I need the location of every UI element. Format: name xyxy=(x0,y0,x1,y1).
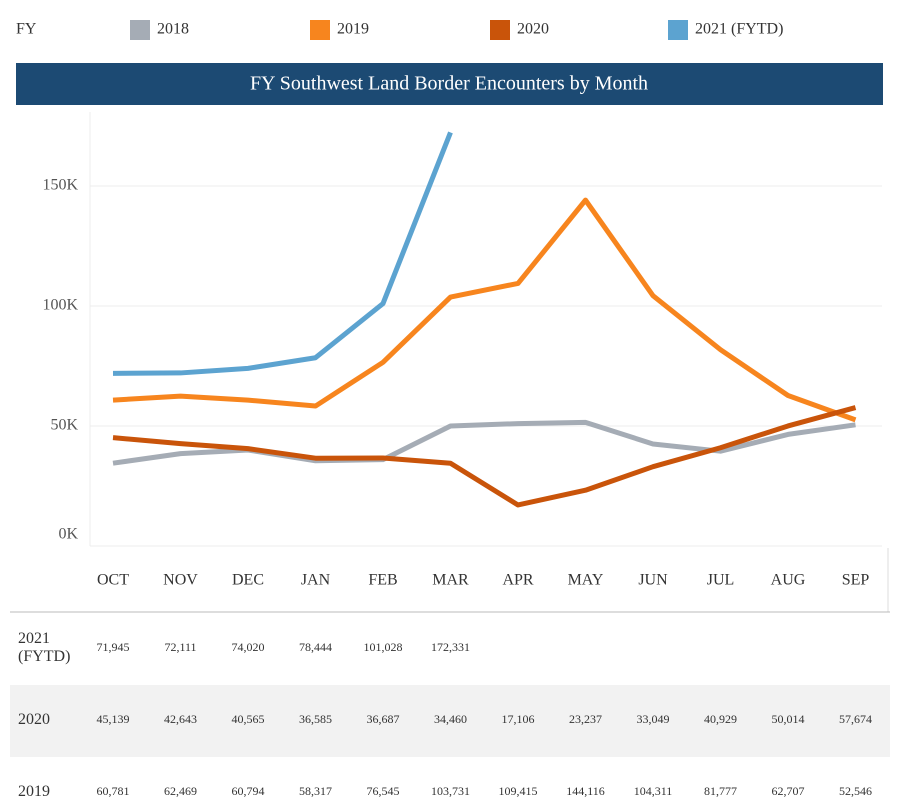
legend-swatch xyxy=(668,20,688,40)
y-tick-label: 150K xyxy=(42,177,78,194)
table-cell: 101,028 xyxy=(364,640,403,654)
legend-swatch xyxy=(490,20,510,40)
legend-label: 2021 (FYTD) xyxy=(695,21,783,38)
table-cell: 42,643 xyxy=(164,712,197,726)
x-tick-label: FEB xyxy=(368,572,397,589)
row-label-box: 2021 (FYTD) xyxy=(18,630,71,665)
x-tick-label: AUG xyxy=(771,572,806,589)
table-cell: 109,415 xyxy=(499,784,538,798)
table-cell: 78,444 xyxy=(299,640,332,654)
x-tick-label: MAR xyxy=(432,572,469,589)
x-tick-label: JAN xyxy=(301,572,331,589)
legend-label: 2020 xyxy=(517,21,549,38)
table-cell: 74,020 xyxy=(232,640,265,654)
chart-title: FY Southwest Land Border Encounters by M… xyxy=(250,73,648,95)
row-label: 2019 xyxy=(18,783,50,800)
table-cell: 104,311 xyxy=(634,784,673,798)
x-tick-label: SEP xyxy=(842,572,870,589)
table-cell: 62,707 xyxy=(772,784,805,798)
table-cell: 45,139 xyxy=(97,712,130,726)
row-band xyxy=(10,685,890,757)
legend-title: FY xyxy=(16,21,37,38)
row-label-box: 2019 xyxy=(18,783,50,800)
table-cell: 60,781 xyxy=(97,784,130,798)
table-cell: 36,585 xyxy=(299,712,332,726)
y-tick-label: 50K xyxy=(50,417,78,434)
title-banner xyxy=(16,63,883,105)
table-cell: 62,469 xyxy=(164,784,197,798)
x-tick-label: DEC xyxy=(232,572,264,589)
y-tick-label: 0K xyxy=(58,526,78,543)
table-cell: 57,674 xyxy=(839,712,872,726)
table-cell: 40,929 xyxy=(704,712,737,726)
x-tick-label: MAY xyxy=(568,572,604,589)
table-cell: 81,777 xyxy=(704,784,737,798)
y-tick-label: 100K xyxy=(42,297,78,314)
table-cell: 40,565 xyxy=(232,712,265,726)
series-line xyxy=(112,197,857,423)
series-line xyxy=(112,131,453,376)
x-tick-label: NOV xyxy=(163,572,198,589)
table-cell: 58,317 xyxy=(299,784,332,798)
table-cell: 36,687 xyxy=(367,712,400,726)
x-tick-label: OCT xyxy=(97,572,129,589)
legend-label: 2019 xyxy=(337,21,369,38)
table-cell: 23,237 xyxy=(569,712,602,726)
table-cell: 72,111 xyxy=(164,640,196,654)
legend-swatch xyxy=(310,20,330,40)
x-tick-label: APR xyxy=(502,572,533,589)
row-label-box: 2020 xyxy=(18,711,50,728)
row-label: 2020 xyxy=(18,711,50,728)
series-line xyxy=(112,419,856,466)
table-cell: 76,545 xyxy=(367,784,400,798)
x-tick-label: JUL xyxy=(707,572,735,589)
table-cell: 60,794 xyxy=(232,784,265,798)
row-label: 2021 (FYTD) xyxy=(18,630,71,665)
table-cell: 50,014 xyxy=(772,712,805,726)
table-cell: 52,546 xyxy=(839,784,872,798)
x-tick-label: JUN xyxy=(638,572,668,589)
table-cell: 144,116 xyxy=(566,784,605,798)
table-cell: 33,049 xyxy=(637,712,670,726)
series-line xyxy=(112,405,857,508)
table-cell: 103,731 xyxy=(431,784,470,798)
table-cell: 34,460 xyxy=(434,712,467,726)
legend-swatch xyxy=(130,20,150,40)
table-cell: 71,945 xyxy=(97,640,130,654)
table-cell: 17,106 xyxy=(502,712,535,726)
legend-label: 2018 xyxy=(157,21,189,38)
table-cell: 172,331 xyxy=(431,640,470,654)
